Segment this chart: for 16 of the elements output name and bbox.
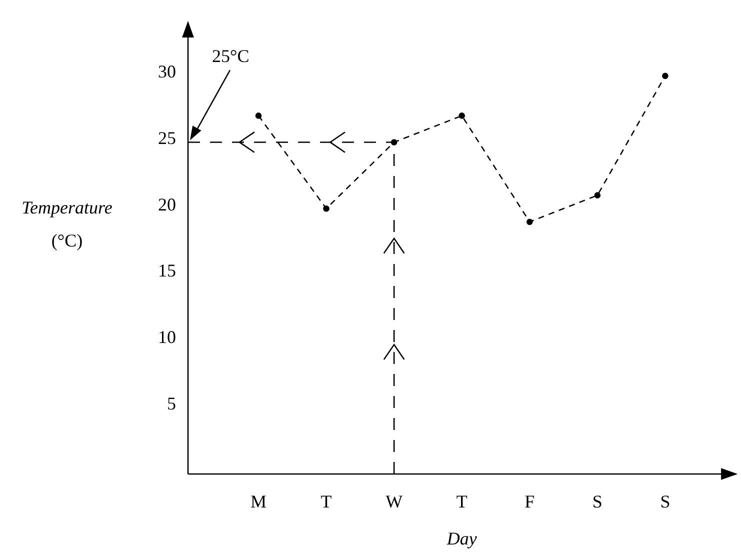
y-tick-label: 15 — [158, 260, 176, 281]
y-tick-label: 5 — [167, 393, 176, 414]
x-tick-label: S — [660, 492, 670, 512]
x-tick-label: F — [524, 492, 535, 512]
x-tick-label: T — [320, 492, 332, 512]
ref-line-label: 25°C — [212, 46, 250, 66]
x-tick-label: M — [250, 492, 267, 512]
x-axis-title: Day — [446, 528, 477, 549]
y-tick-label: 20 — [158, 194, 176, 214]
y-tick-label: 10 — [158, 327, 176, 348]
y-tick-label: 25 — [158, 128, 176, 148]
y-tick-label: 30 — [158, 62, 176, 82]
x-tick-label: T — [456, 492, 468, 512]
x-tick-label: S — [592, 492, 602, 512]
y-axis-title: Temperature (°C) — [22, 197, 112, 250]
x-tick-label: W — [386, 492, 403, 512]
